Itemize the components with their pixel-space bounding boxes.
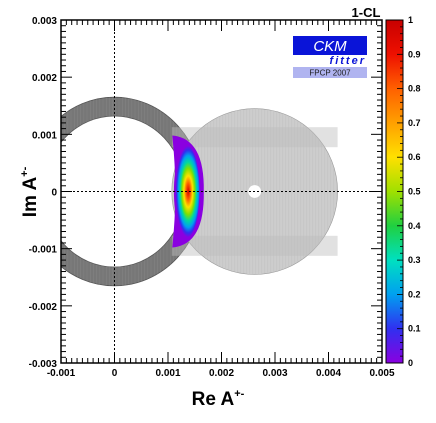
y-tick-label: -0.003 — [29, 359, 58, 370]
y-tick-label: 0.001 — [32, 130, 57, 141]
x-tick-labels: -0.001 0 0.001 0.002 0.003 0.004 0.005 — [47, 368, 395, 379]
colorbar-tick-label: 0 — [408, 358, 413, 368]
logo-conference-box — [293, 67, 367, 78]
logo-main-text: CKM — [313, 38, 347, 55]
x-tick-label: 0.001 — [155, 368, 180, 379]
y-tick-label: 0 — [51, 188, 57, 199]
logo-conference-text: FPCP 2007 — [309, 69, 351, 78]
y-axis-title: Im A+- — [19, 166, 41, 217]
disk-band — [171, 235, 338, 256]
y-tick-label: 0.003 — [32, 16, 57, 27]
x-tick-label: -0.001 — [47, 368, 76, 379]
colorbar-title: 1-CL — [352, 5, 381, 20]
x-axis-title: Re A+- — [192, 388, 245, 410]
y-tick-label: 0.002 — [32, 73, 57, 84]
x-tick-label: 0.003 — [262, 368, 287, 379]
y-tick-label: -0.001 — [29, 245, 58, 256]
colorbar-tick-label: 0.1 — [408, 324, 421, 334]
reference-lines — [61, 20, 382, 363]
x-tick-label: 0 — [112, 368, 118, 379]
colorbar-tick-label: 0.5 — [408, 187, 421, 197]
logo-sub-text: fitter — [330, 55, 366, 67]
x-tick-label: 0.005 — [369, 368, 394, 379]
colorbar-tick-label: 0.4 — [408, 221, 421, 231]
logo-main-box — [293, 36, 367, 55]
x-tick-label: 0.002 — [209, 368, 234, 379]
y-tick-label: -0.002 — [29, 302, 58, 313]
colorbar-ticks: 1 0.9 0.8 0.7 0.6 0.5 0.4 0.3 0.2 0.1 0 — [397, 15, 421, 368]
disk-band — [171, 127, 338, 148]
colorbar-tick-label: 0.8 — [408, 84, 421, 94]
colorbar-tick-label: 0.6 — [408, 152, 421, 162]
ckmfitter-logo: CKM fitter FPCP 2007 — [293, 36, 367, 78]
colorbar-tick-label: 0.9 — [408, 49, 421, 59]
colorbar-tick-label: 0.7 — [408, 118, 421, 128]
y-tick-labels: 0.003 0.002 0.001 0 -0.001 -0.002 -0.003 — [29, 16, 58, 370]
colorbar-tick-label: 0.2 — [408, 289, 421, 299]
axis-ticks — [60, 19, 383, 364]
colorbar-tick-label: 0.3 — [408, 255, 421, 265]
colorbar-tick-label: 1 — [408, 15, 413, 25]
x-tick-label: 0.004 — [316, 368, 341, 379]
